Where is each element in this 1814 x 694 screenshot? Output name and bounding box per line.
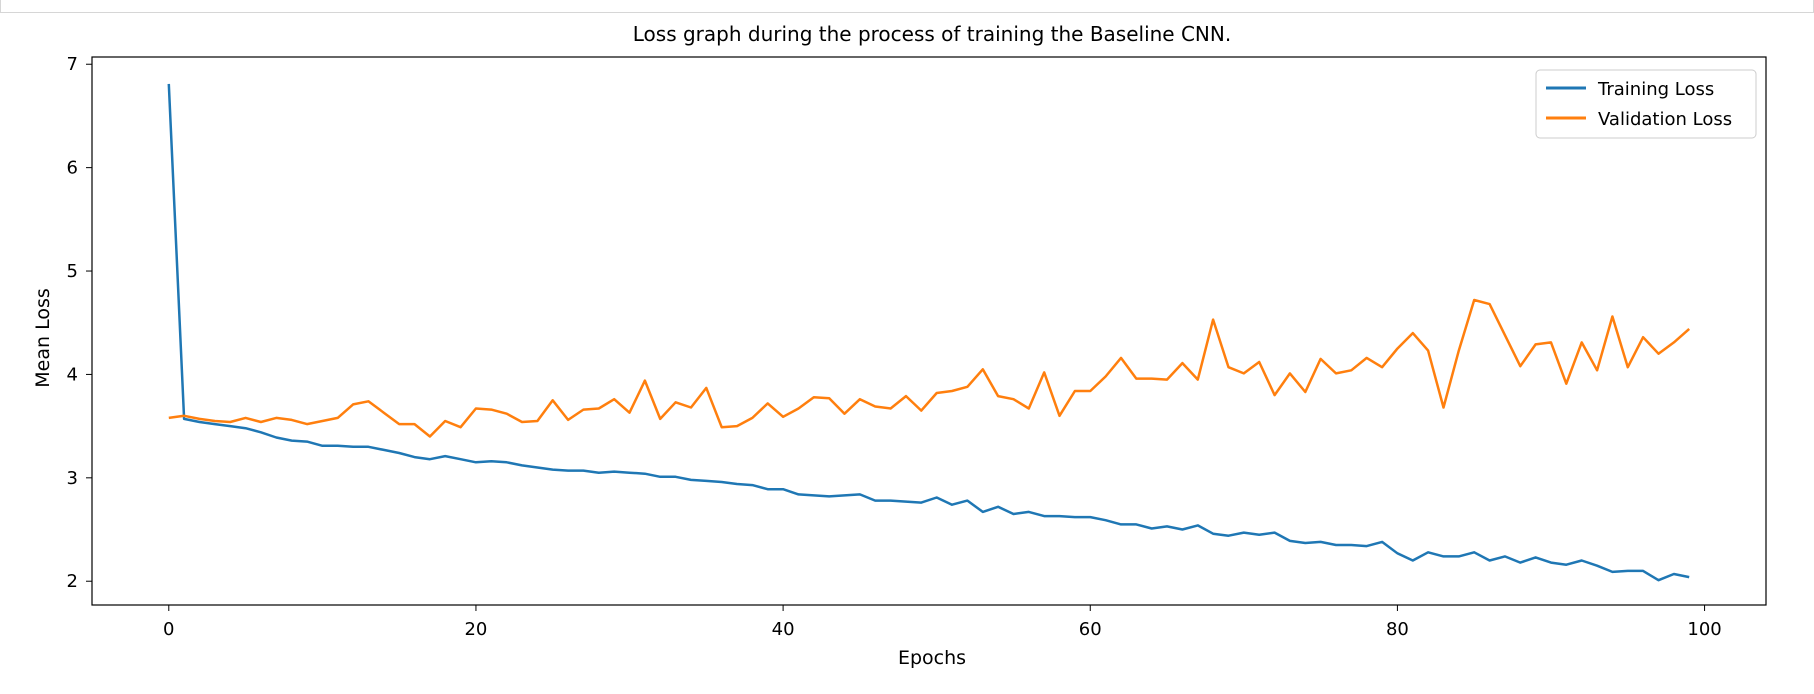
axes-frame <box>91 56 1767 606</box>
legend-box <box>1535 69 1757 139</box>
legend-label-training: Training Loss <box>1597 79 1714 100</box>
y-tick-label: 4 <box>67 364 78 385</box>
x-tick-label: 40 <box>772 619 795 640</box>
legend: Training Loss Validation Loss <box>1535 69 1757 139</box>
series-line-validation-loss <box>168 298 1691 438</box>
y-tick-label: 5 <box>67 261 78 282</box>
y-axis-ticks: 2 3 4 5 6 7 <box>67 54 92 592</box>
y-tick-label: 2 <box>67 571 78 592</box>
plot-area: 0 20 40 60 80 100 2 3 4 5 6 7 <box>67 54 1767 640</box>
x-tick-label: 60 <box>1079 619 1102 640</box>
legend-label-validation: Validation Loss <box>1598 109 1732 130</box>
chart-title: Loss graph during the process of trainin… <box>633 22 1231 46</box>
x-axis-label: Epochs <box>898 647 966 669</box>
series-line-training-loss <box>167 83 1690 582</box>
y-axis-label: Mean Loss <box>32 288 54 387</box>
y-tick-label: 3 <box>67 468 78 489</box>
x-tick-label: 0 <box>163 619 174 640</box>
x-tick-label: 100 <box>1687 619 1721 640</box>
x-tick-label: 20 <box>464 619 487 640</box>
y-tick-label: 6 <box>67 158 78 179</box>
series-lines <box>167 83 1691 582</box>
x-axis-ticks: 0 20 40 60 80 100 <box>163 605 1722 640</box>
y-tick-label: 7 <box>67 54 78 75</box>
x-tick-label: 80 <box>1386 619 1409 640</box>
